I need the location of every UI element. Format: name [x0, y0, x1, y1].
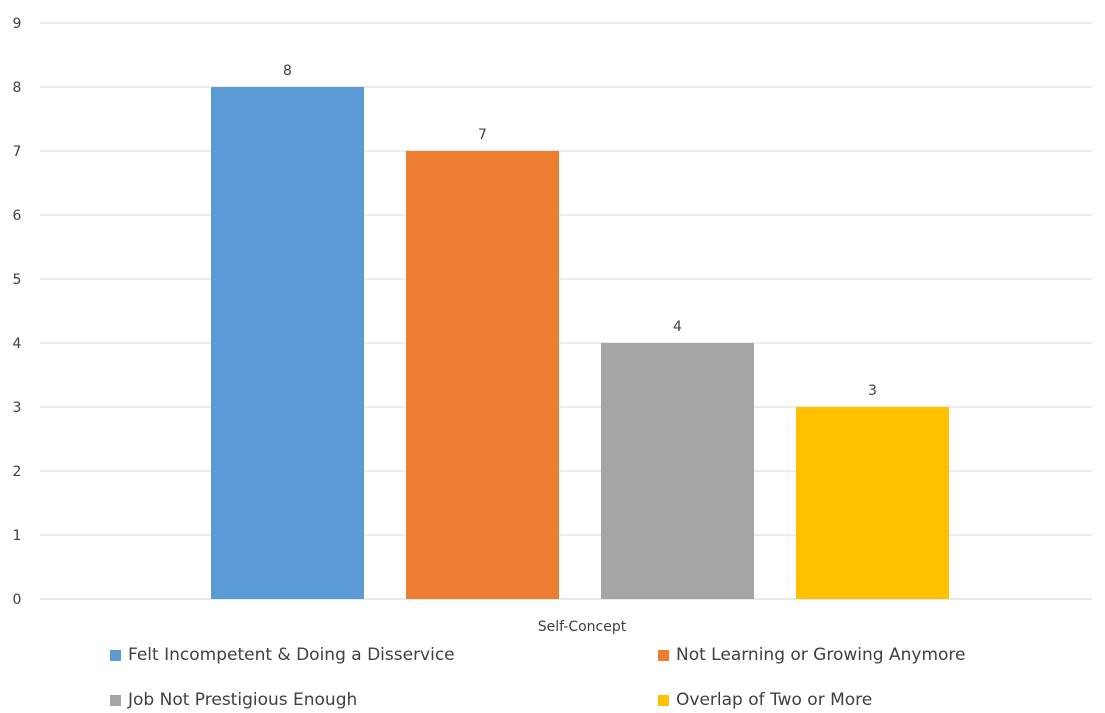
y-tick-label: 4 — [13, 336, 22, 352]
legend-label: Not Learning or Growing Anymore — [676, 645, 966, 665]
bars — [211, 87, 949, 599]
legend-label: Felt Incompetent & Doing a Disservice — [128, 645, 455, 665]
legend-label: Overlap of Two or More — [676, 690, 873, 710]
y-tick-label: 0 — [13, 592, 22, 608]
legend-swatch-blue — [110, 649, 121, 661]
legend-label: Job Not Prestigious Enough — [128, 690, 358, 710]
x-axis-category-label: Self-Concept — [538, 619, 627, 635]
y-tick-label: 1 — [13, 528, 22, 544]
legend-swatch-yellow — [658, 694, 669, 706]
legend-item-not-learning[interactable]: Not Learning or Growing Anymore — [658, 645, 965, 665]
legend-swatch-gray — [110, 694, 121, 706]
bar-2[interactable] — [406, 151, 559, 599]
y-tick-label: 7 — [13, 144, 22, 160]
data-labels: 8 7 4 3 — [283, 63, 877, 399]
y-tick-label: 8 — [13, 80, 22, 96]
bar-1[interactable] — [211, 87, 364, 599]
y-tick-label: 6 — [13, 208, 22, 224]
y-axis-tick-labels: 0 1 2 3 4 5 6 7 8 9 — [13, 16, 22, 608]
data-label-3: 4 — [673, 319, 682, 335]
y-tick-label: 3 — [13, 400, 22, 416]
legend-item-overlap[interactable]: Overlap of Two or More — [658, 690, 872, 710]
bar-3[interactable] — [601, 343, 754, 599]
data-label-1: 8 — [283, 63, 292, 79]
legend-swatch-orange — [658, 649, 669, 661]
data-label-4: 3 — [868, 383, 877, 399]
bar-4[interactable] — [796, 407, 949, 599]
data-label-2: 7 — [478, 127, 487, 143]
y-tick-label: 9 — [13, 16, 22, 32]
legend-item-felt-incompetent[interactable]: Felt Incompetent & Doing a Disservice — [110, 645, 455, 665]
legend-item-job-not-prestigious[interactable]: Job Not Prestigious Enough — [110, 690, 357, 710]
y-tick-label: 2 — [13, 464, 22, 480]
y-tick-label: 5 — [13, 272, 22, 288]
